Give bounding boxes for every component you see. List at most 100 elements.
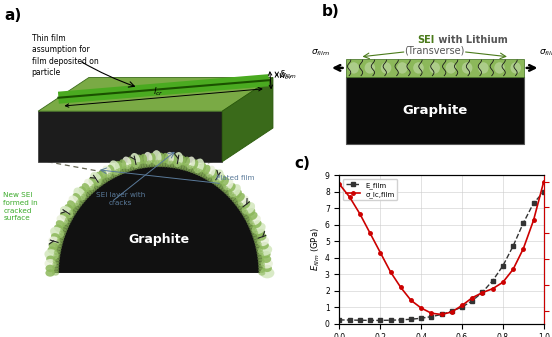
Ellipse shape [218,182,224,189]
Line: σ_lc,film: σ_lc,film [338,180,545,316]
σ_lc,film [397,285,404,289]
Ellipse shape [163,160,168,167]
Text: $l_{cr}$: $l_{cr}$ [153,85,164,97]
Ellipse shape [258,270,266,276]
Ellipse shape [227,183,236,192]
Ellipse shape [100,177,106,184]
Ellipse shape [248,222,255,228]
Text: Graphite: Graphite [128,233,189,246]
Ellipse shape [202,172,208,179]
σ_lc,film [479,290,486,295]
E_film [520,221,527,225]
E_film [357,318,363,322]
E_film [407,317,414,321]
σ_lc,film [500,280,506,284]
Ellipse shape [99,169,107,179]
Ellipse shape [68,212,75,218]
E_film [438,312,445,316]
Ellipse shape [90,172,102,186]
Ellipse shape [255,242,262,247]
E_film [367,318,374,323]
Ellipse shape [120,167,125,174]
Polygon shape [54,162,263,273]
Ellipse shape [166,160,171,167]
E_film [540,190,547,194]
Ellipse shape [381,62,391,73]
Ellipse shape [511,62,521,73]
Ellipse shape [155,160,160,167]
Ellipse shape [139,161,144,169]
Ellipse shape [240,207,247,214]
Ellipse shape [56,220,65,228]
Ellipse shape [247,220,254,226]
Ellipse shape [260,268,274,278]
Ellipse shape [173,152,183,167]
Ellipse shape [237,203,243,209]
Ellipse shape [77,198,84,205]
Ellipse shape [230,194,236,200]
Text: (Transverse): (Transverse) [405,45,465,55]
Ellipse shape [82,183,90,192]
Polygon shape [38,111,222,162]
σ_lc,film [459,303,465,307]
Ellipse shape [258,245,272,256]
Ellipse shape [68,195,79,206]
σ_lc,film [336,182,343,186]
E_film [336,318,343,322]
Ellipse shape [478,62,489,73]
Ellipse shape [258,262,265,267]
Ellipse shape [89,186,95,192]
Ellipse shape [243,212,250,218]
Ellipse shape [250,215,261,225]
Ellipse shape [52,262,60,267]
Ellipse shape [74,203,81,209]
Ellipse shape [171,161,176,168]
Ellipse shape [236,193,245,202]
Ellipse shape [259,242,269,249]
Ellipse shape [81,194,87,200]
σ_lc,film [469,296,476,300]
Ellipse shape [69,210,76,216]
Ellipse shape [98,179,104,186]
Ellipse shape [209,176,215,183]
Ellipse shape [413,62,424,73]
σ_lc,film [510,267,517,271]
Ellipse shape [144,160,149,168]
Ellipse shape [242,200,251,209]
Ellipse shape [157,160,163,167]
Ellipse shape [79,196,86,203]
Ellipse shape [136,162,141,169]
σ_lc,film [428,311,435,315]
Text: SEI layer with
cracks: SEI layer with cracks [96,192,145,206]
Text: Graphite: Graphite [402,104,468,117]
E_film [377,318,384,323]
Ellipse shape [445,62,456,73]
Ellipse shape [50,227,64,238]
Ellipse shape [57,236,64,242]
Ellipse shape [45,269,55,277]
Ellipse shape [189,166,195,173]
Ellipse shape [61,225,68,231]
Ellipse shape [242,202,255,214]
Ellipse shape [199,170,205,177]
Text: a): a) [5,8,22,24]
Ellipse shape [54,250,61,255]
Ellipse shape [232,196,238,203]
Ellipse shape [193,158,204,173]
Ellipse shape [78,186,87,195]
Ellipse shape [261,251,270,258]
Line: E_film: E_film [338,190,545,322]
Ellipse shape [107,165,115,174]
Ellipse shape [229,184,241,197]
Ellipse shape [222,186,228,192]
Ellipse shape [262,265,272,272]
Ellipse shape [84,179,94,190]
Polygon shape [38,78,273,111]
Ellipse shape [233,189,242,198]
Ellipse shape [65,217,72,223]
Ellipse shape [103,176,108,183]
Ellipse shape [245,215,251,221]
E_film [428,314,435,318]
Ellipse shape [348,62,359,73]
Ellipse shape [148,153,156,163]
